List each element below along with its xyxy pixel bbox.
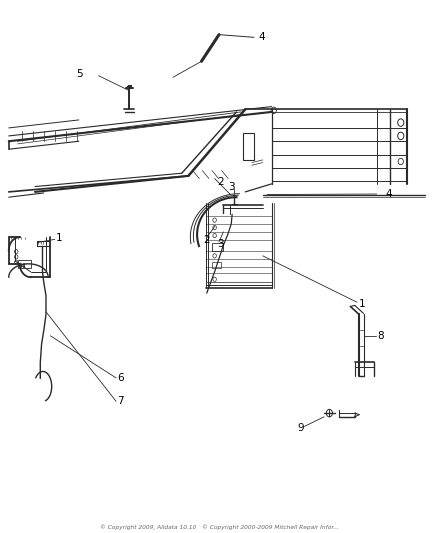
Circle shape [20, 263, 22, 265]
Text: © Copyright 2009, Alldata 10.10   © Copyright 2000-2009 Mitchell Repair Infor...: © Copyright 2009, Alldata 10.10 © Copyri… [99, 524, 339, 530]
Text: 1: 1 [56, 233, 62, 243]
Text: 3: 3 [217, 239, 223, 249]
Text: 8: 8 [378, 331, 384, 341]
Text: 5: 5 [77, 69, 83, 78]
Text: 2: 2 [217, 177, 223, 187]
Text: 9: 9 [298, 423, 304, 433]
Circle shape [20, 265, 22, 268]
Text: 6: 6 [117, 373, 124, 383]
Text: 4: 4 [385, 189, 392, 199]
Text: 4: 4 [258, 33, 265, 42]
Text: 2: 2 [204, 235, 210, 245]
Text: 7: 7 [117, 397, 124, 406]
Circle shape [23, 265, 25, 268]
Text: 3: 3 [228, 182, 234, 191]
Circle shape [23, 263, 25, 265]
Text: 1: 1 [359, 299, 366, 309]
